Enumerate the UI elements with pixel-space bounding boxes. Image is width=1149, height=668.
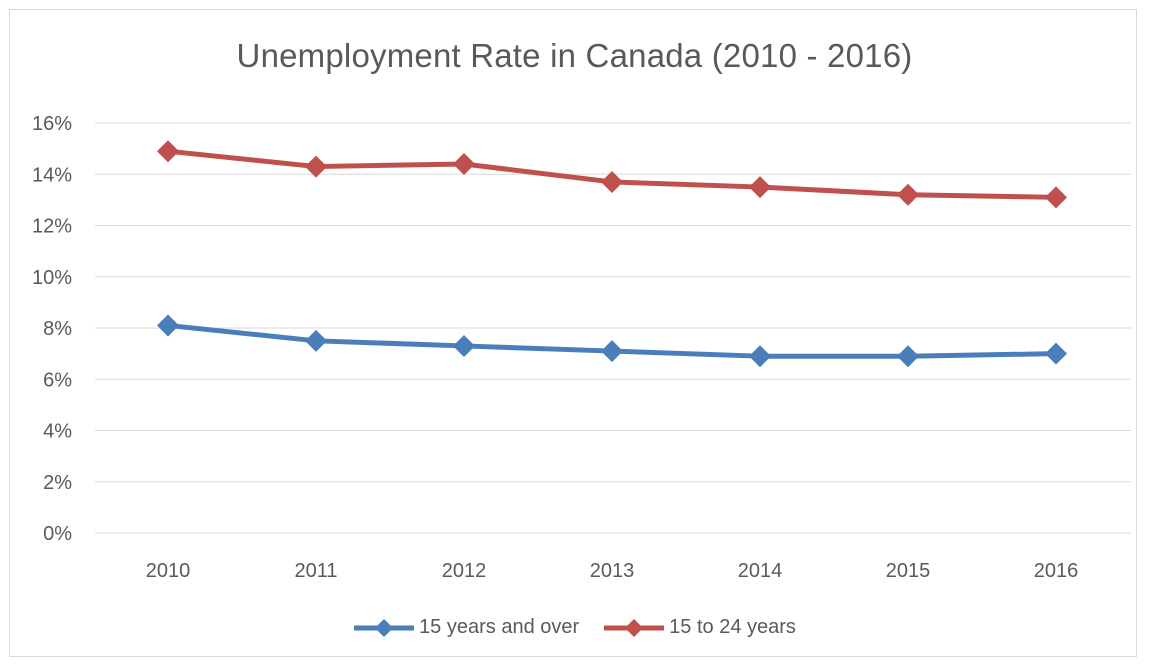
data-point [305,329,327,352]
data-point [601,170,623,193]
x-tick-label: 2013 [590,560,635,582]
y-tick-label: 16% [32,113,72,135]
x-tick-label: 2015 [886,560,931,582]
series-1 [157,314,1067,368]
y-tick-label: 2% [43,472,72,494]
data-point [157,314,179,337]
data-point [601,340,623,363]
data-point [157,140,179,163]
y-tick-label: 6% [43,369,72,391]
legend-label: 15 to 24 years [669,616,796,638]
x-tick-label: 2012 [442,560,487,582]
data-point [749,345,771,368]
data-point [453,334,475,357]
legend-swatch [604,618,665,637]
legend: 15 years and over 15 to 24 years [0,616,1149,639]
x-tick-label: 2016 [1034,560,1079,582]
x-tick-label: 2011 [294,560,337,582]
y-tick-label: 0% [43,523,72,545]
y-tick-label: 12% [32,216,72,238]
legend-label: 15 years and over [419,616,580,638]
y-tick-label: 4% [43,421,72,443]
data-point [749,176,771,199]
x-tick-label: 2010 [146,560,191,582]
data-point [1045,342,1067,365]
legend-item: 15 to 24 years [603,616,796,639]
data-point [897,345,919,368]
y-tick-label: 10% [32,267,72,289]
x-axis-ticks: 2010 2011 2012 2013 2014 2015 2016 [146,560,1079,582]
series-2 [157,140,1067,209]
y-axis-ticks: 0% 2% 4% 6% 8% 10% 12% 14% 16% [32,113,72,545]
data-point [453,153,475,175]
gridlines [95,122,1131,534]
chart-frame [9,9,1137,657]
y-tick-label: 14% [32,164,72,186]
data-point [897,183,919,206]
chart-title: Unemployment Rate in Canada (2010 - 2016… [236,37,913,74]
data-point [1045,186,1067,209]
series-lines [157,140,1067,368]
x-tick-label: 2014 [738,560,783,582]
data-point [305,155,327,178]
legend-swatch [354,618,415,637]
y-tick-label: 8% [43,318,72,340]
legend-item: 15 years and over [353,616,579,639]
